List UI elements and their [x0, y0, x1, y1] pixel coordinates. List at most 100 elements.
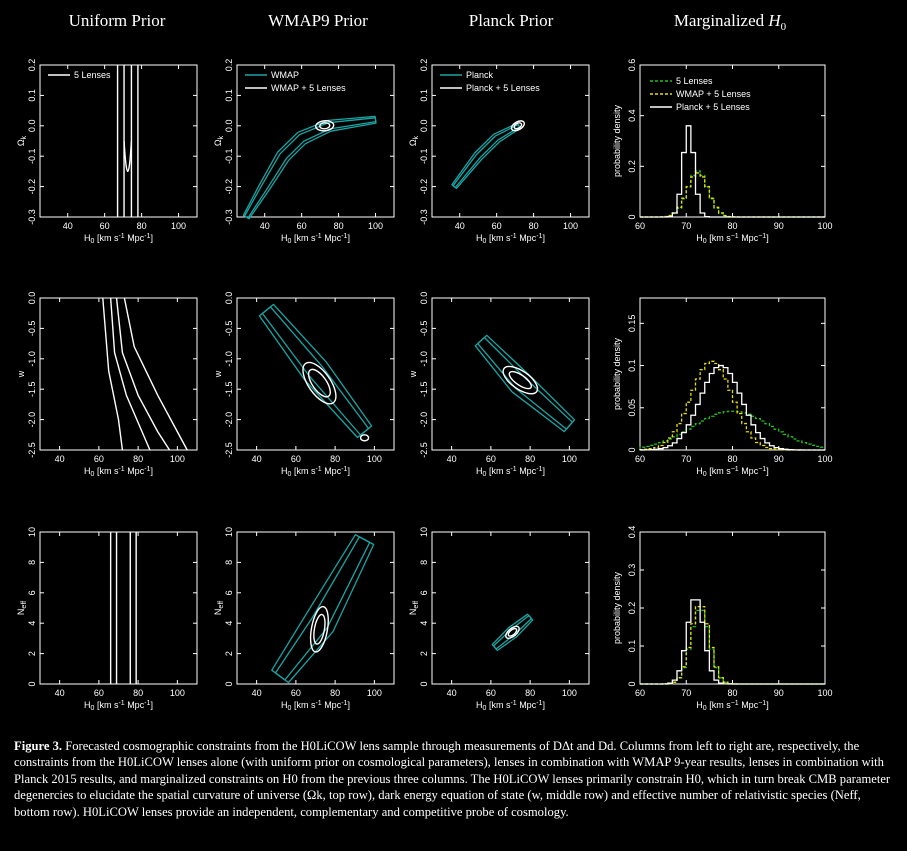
x-tick-label: 40 [63, 221, 73, 231]
y-axis-label: Neff [408, 601, 420, 615]
panel-frame [431, 531, 590, 685]
y-tick-label: 10 [224, 527, 234, 537]
x-tick-label: 60 [100, 221, 110, 231]
legend-label: WMAP [271, 70, 299, 80]
y-tick-label: 0 [224, 681, 234, 686]
x-tick-label: 60 [486, 688, 496, 698]
x-axis-label: H0 [km s-1 Mpc-1] [84, 233, 153, 245]
y-tick-label: 10 [27, 527, 37, 537]
y-tick-label: -0.2 [27, 179, 37, 195]
y-tick-label: -0.1 [224, 148, 234, 164]
figure-caption: Figure 3. Forecasted cosmographic constr… [14, 738, 894, 820]
x-tick-label: 40 [455, 221, 465, 231]
legend-label: 5 Lenses [676, 76, 713, 86]
x-tick-label: 80 [529, 221, 539, 231]
x-tick-label: 100 [817, 688, 832, 698]
y-tick-label: 0.1 [224, 89, 234, 102]
x-tick-label: 40 [55, 454, 65, 464]
y-tick-label: -1.5 [419, 381, 429, 397]
wmap-contour-68 [243, 117, 377, 219]
lens-contour-68 [307, 368, 331, 398]
lens-contour-95 [505, 625, 520, 640]
lens-contour-island [359, 434, 370, 442]
x-tick-label: 80 [334, 221, 344, 231]
y-axis-label: Ωk [16, 135, 28, 146]
x-tick-label: 40 [252, 688, 262, 698]
hist-yellow [639, 360, 825, 451]
y-tick-label: -2.5 [224, 442, 234, 458]
y-tick-label: 0.2 [627, 602, 637, 615]
y-axis-label: probability density [612, 104, 622, 177]
y-axis-label: Ωk [213, 135, 225, 146]
x-axis-label: H0 [km s−1 Mpc−1] [696, 466, 768, 478]
x-tick-label: 80 [727, 688, 737, 698]
y-tick-label: 0.0 [27, 292, 37, 305]
y-axis-label: Neff [213, 601, 225, 615]
x-tick-label: 80 [133, 688, 143, 698]
panel-frame [39, 531, 198, 685]
x-tick-label: 40 [260, 221, 270, 231]
y-tick-label: 4 [419, 621, 429, 626]
y-tick-label: -2.0 [224, 412, 234, 428]
x-tick-label: 40 [447, 688, 457, 698]
lens-band [116, 65, 139, 217]
lens-contour-95 [302, 361, 337, 405]
x-tick-label: 100 [817, 221, 832, 231]
x-tick-label: 90 [774, 221, 784, 231]
y-tick-label: 0.0 [419, 292, 429, 305]
y-tick-label: 0.0 [224, 120, 234, 133]
y-tick-label: 2 [419, 651, 429, 656]
column-title-planck: Planck Prior [469, 11, 554, 30]
x-axis-label: H0 [km s-1 Mpc-1] [476, 233, 545, 245]
x-tick-label: 100 [367, 688, 382, 698]
lens-contour-68 [313, 613, 326, 645]
y-axis-label: w [16, 370, 26, 378]
figure-canvas: Uniform Prior WMAP9 Prior Planck Prior M… [16, 11, 833, 712]
y-tick-label: 8 [419, 560, 429, 565]
x-axis-label: H0 [km s−1 Mpc−1] [696, 700, 768, 712]
y-tick-label: -0.2 [224, 179, 234, 195]
lens-contour-68 [507, 627, 518, 637]
y-tick-label: 0.0 [224, 292, 234, 305]
panel-frame [639, 531, 826, 685]
x-tick-label: 80 [525, 688, 535, 698]
y-tick-label: -0.5 [224, 321, 234, 337]
x-tick-label: 100 [817, 454, 832, 464]
legend-label: WMAP + 5 Lenses [271, 83, 346, 93]
x-tick-label: 90 [774, 688, 784, 698]
legend-label: Planck + 5 Lenses [676, 102, 750, 112]
y-tick-label: -0.2 [419, 179, 429, 195]
x-tick-label: 100 [562, 688, 577, 698]
hist-white [640, 125, 825, 218]
lens-contour-95 [510, 120, 525, 132]
panel-frame [431, 64, 590, 218]
y-tick-label: 0.2 [27, 59, 37, 72]
x-axis-label: H0 [km s−1 Mpc−1] [696, 233, 768, 245]
y-tick-label: 6 [224, 590, 234, 595]
x-tick-label: 80 [525, 454, 535, 464]
y-tick-label: 0.15 [627, 315, 637, 333]
y-tick-label: -2.0 [27, 412, 37, 428]
x-axis-label: H0 [km s-1 Mpc-1] [476, 466, 545, 478]
y-tick-label: -0.3 [224, 209, 234, 225]
y-tick-label: 0.1 [627, 359, 637, 372]
y-tick-label: -2.5 [419, 442, 429, 458]
y-tick-label: 0.05 [627, 399, 637, 417]
x-tick-label: 100 [368, 221, 383, 231]
y-tick-label: 10 [419, 527, 429, 537]
panel-frame [431, 297, 590, 451]
y-tick-label: 0.2 [627, 160, 637, 173]
y-tick-label: 2 [27, 651, 37, 656]
y-tick-label: -0.5 [419, 321, 429, 337]
y-tick-label: 0.2 [419, 59, 429, 72]
x-tick-label: 100 [170, 688, 185, 698]
y-tick-label: 8 [27, 560, 37, 565]
y-tick-label: 0 [419, 681, 429, 686]
y-tick-label: -2.0 [419, 412, 429, 428]
y-tick-label: 0 [27, 681, 37, 686]
lens-contour-95 [309, 605, 329, 653]
x-tick-label: 100 [562, 454, 577, 464]
x-tick-label: 40 [55, 688, 65, 698]
hist-white [639, 364, 825, 451]
y-tick-label: 0.1 [627, 640, 637, 653]
